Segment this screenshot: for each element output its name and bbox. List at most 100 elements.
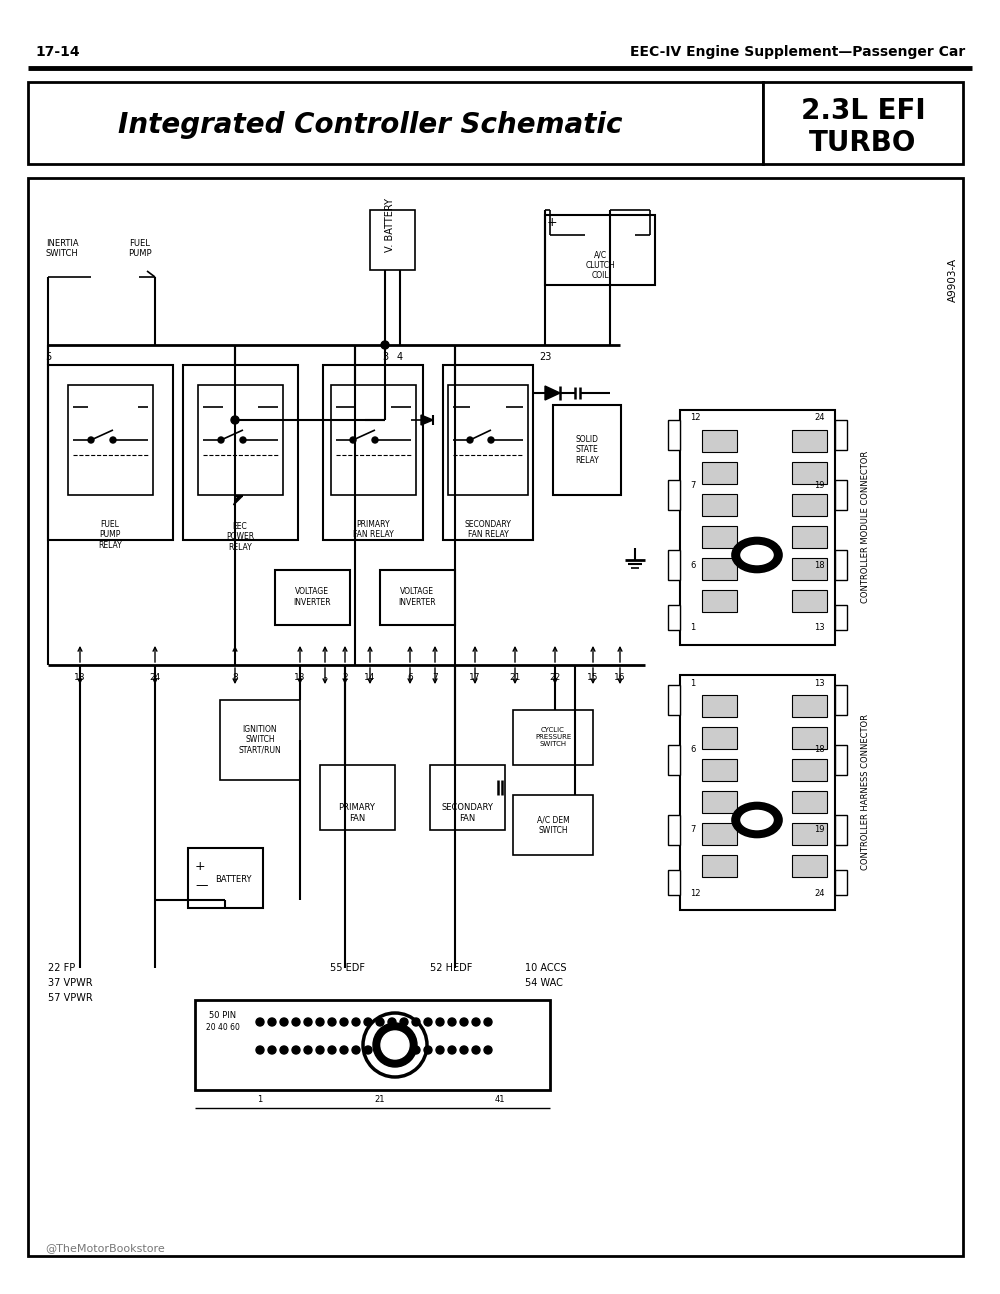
Circle shape	[88, 437, 94, 443]
Text: 2: 2	[342, 673, 348, 682]
Circle shape	[424, 1018, 432, 1026]
Circle shape	[350, 437, 356, 443]
Circle shape	[436, 1046, 444, 1055]
Circle shape	[231, 415, 239, 424]
Bar	[668, 815, 680, 845]
Bar	[702, 590, 737, 612]
Text: 23: 23	[539, 352, 551, 362]
Bar	[68, 386, 153, 496]
Ellipse shape	[740, 809, 774, 831]
Circle shape	[256, 1046, 264, 1055]
Text: 6: 6	[690, 745, 695, 754]
Polygon shape	[421, 415, 433, 424]
Text: EEC
POWER
RELAY: EEC POWER RELAY	[226, 521, 254, 551]
Text: 6: 6	[690, 560, 695, 569]
Polygon shape	[234, 496, 242, 505]
Circle shape	[340, 1018, 348, 1026]
Bar	[763, 82, 963, 164]
Text: +: +	[195, 859, 206, 872]
Text: -: -	[323, 673, 327, 682]
Bar	[668, 745, 680, 775]
Text: TURBO: TURBO	[809, 129, 917, 157]
Circle shape	[316, 1046, 324, 1055]
Circle shape	[292, 1046, 300, 1055]
Bar	[668, 480, 680, 510]
Bar	[275, 569, 350, 625]
Bar	[680, 675, 835, 910]
Text: 8: 8	[232, 673, 238, 682]
Circle shape	[484, 1018, 492, 1026]
Circle shape	[352, 1018, 360, 1026]
Bar	[513, 710, 593, 765]
Ellipse shape	[732, 537, 782, 572]
Text: 24: 24	[814, 889, 825, 898]
Circle shape	[400, 1018, 408, 1026]
Circle shape	[372, 437, 378, 443]
Circle shape	[256, 1018, 264, 1026]
Bar	[792, 695, 827, 717]
Bar	[668, 870, 680, 895]
Text: 2.3L EFI: 2.3L EFI	[801, 97, 925, 126]
Ellipse shape	[732, 802, 782, 837]
Bar	[668, 685, 680, 716]
Bar	[702, 760, 737, 782]
Circle shape	[304, 1046, 312, 1055]
Bar	[702, 823, 737, 845]
Bar	[702, 727, 737, 749]
Text: A/C
CLUTCH
COIL: A/C CLUTCH COIL	[585, 250, 615, 280]
Text: 13: 13	[814, 678, 825, 687]
Circle shape	[436, 1018, 444, 1026]
Text: EEC-IV Engine Supplement—Passenger Car: EEC-IV Engine Supplement—Passenger Car	[630, 45, 965, 60]
Bar	[835, 550, 847, 580]
Text: 22 FP: 22 FP	[48, 963, 75, 973]
Text: @TheMotorBookstore: @TheMotorBookstore	[45, 1244, 165, 1253]
Circle shape	[412, 1046, 420, 1055]
Circle shape	[412, 1018, 420, 1026]
Circle shape	[364, 1018, 372, 1026]
Text: 19: 19	[814, 826, 825, 835]
Text: 4: 4	[397, 352, 403, 362]
Text: 57 VPWR: 57 VPWR	[48, 992, 93, 1003]
Text: 17-14: 17-14	[35, 45, 80, 60]
Circle shape	[280, 1018, 288, 1026]
Bar	[443, 365, 533, 540]
Bar	[28, 179, 963, 1256]
Circle shape	[381, 342, 389, 349]
Bar	[702, 558, 737, 580]
Text: +: +	[547, 216, 558, 229]
Bar	[183, 365, 298, 540]
Circle shape	[381, 1031, 409, 1058]
Bar	[792, 760, 827, 782]
Circle shape	[460, 1018, 468, 1026]
Bar	[198, 386, 283, 496]
Bar	[792, 494, 827, 516]
Text: 55 EDF: 55 EDF	[330, 963, 365, 973]
Circle shape	[448, 1046, 456, 1055]
Text: 10 ACCS: 10 ACCS	[525, 963, 566, 973]
Text: 52 HEDF: 52 HEDF	[430, 963, 472, 973]
Bar	[331, 386, 416, 496]
Bar	[835, 815, 847, 845]
Text: 21: 21	[509, 673, 521, 682]
Text: 54 WAC: 54 WAC	[525, 978, 563, 989]
Bar	[792, 462, 827, 484]
Text: A9903-A: A9903-A	[948, 258, 958, 302]
Text: BATTERY: BATTERY	[215, 876, 251, 885]
Text: 5: 5	[45, 352, 51, 362]
Text: 17: 17	[469, 673, 481, 682]
Text: 20 40 60: 20 40 60	[206, 1024, 240, 1033]
Circle shape	[373, 1024, 417, 1068]
Text: 14: 14	[364, 673, 376, 682]
Bar	[323, 365, 423, 540]
Text: 18: 18	[814, 560, 825, 569]
Text: 6: 6	[407, 673, 413, 682]
Circle shape	[340, 1046, 348, 1055]
Text: 24: 24	[149, 673, 161, 682]
Bar	[835, 421, 847, 450]
Text: —: —	[195, 880, 208, 893]
Circle shape	[488, 437, 494, 443]
Text: 19: 19	[814, 480, 825, 489]
Text: 7: 7	[690, 480, 695, 489]
Circle shape	[376, 1046, 384, 1055]
Bar	[668, 606, 680, 630]
